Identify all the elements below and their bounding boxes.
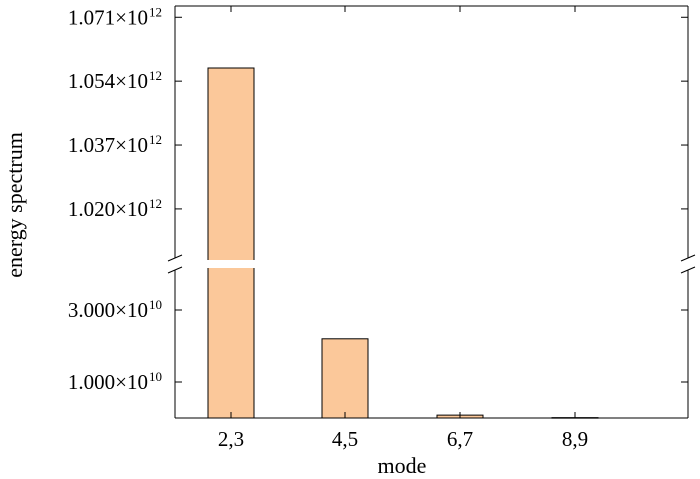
- y-ticks: 1.020×10 121.037×10 121.054×10 121.071×10 12…: [68, 4, 688, 394]
- plot-frame: [167, 5, 696, 419]
- x-tick-label: 2,3: [218, 427, 244, 451]
- x-tick-label: 6,7: [447, 427, 473, 451]
- y-tick-exponent: 12: [149, 4, 162, 19]
- y-tick-label: 1.037×10: [68, 133, 148, 157]
- axis-break-mark: [167, 254, 183, 262]
- y-axis-label: energy spectrum: [2, 132, 27, 278]
- axis-break-mark: [167, 266, 183, 274]
- y-tick-exponent: 12: [149, 68, 162, 83]
- y-tick-exponent: 12: [149, 132, 162, 147]
- x-tick-label: 8,9: [562, 427, 588, 451]
- axis-break-mark: [680, 254, 696, 262]
- x-ticks: 2,3 4,5 6,7 8,9: [218, 6, 588, 451]
- y-tick-label: 1.071×10: [68, 5, 148, 29]
- bar-4-5: [321, 338, 369, 419]
- y-tick-exponent: 10: [149, 297, 162, 312]
- bars-group: [207, 67, 599, 419]
- y-tick-exponent: 10: [149, 369, 162, 384]
- bar-break-gap: [207, 260, 255, 268]
- y-tick-exponent: 12: [149, 196, 162, 211]
- y-tick-label: 1.020×10: [68, 197, 148, 221]
- y-tick-label: 1.000×10: [68, 370, 148, 394]
- x-axis-label: mode: [378, 453, 427, 478]
- axis-break-mark: [680, 266, 696, 274]
- x-tick-label: 4,5: [332, 427, 358, 451]
- bar-2-3: [207, 67, 255, 419]
- y-tick-label: 3.000×10: [68, 298, 148, 322]
- y-tick-label: 1.054×10: [68, 69, 148, 93]
